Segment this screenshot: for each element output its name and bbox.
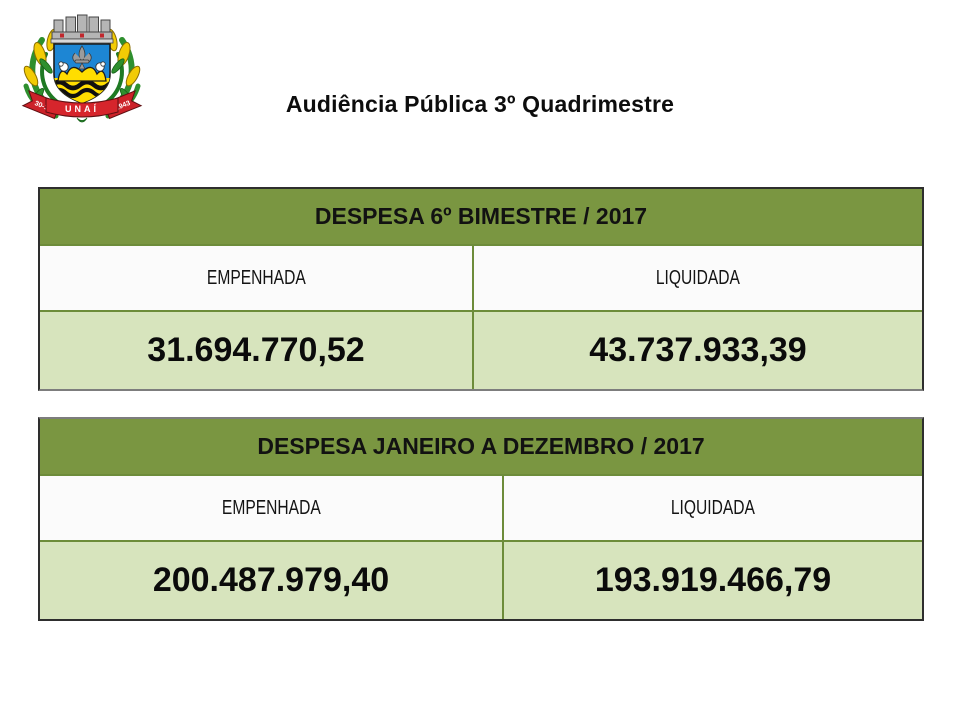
column-header-label: EMPENHADA xyxy=(221,496,321,519)
coat-of-arms-icon: 30-12 1943 UNAÍ xyxy=(16,14,148,123)
ribbon-icon: 30-12 1943 UNAÍ xyxy=(21,89,143,123)
value-label: 193.919.466,79 xyxy=(594,561,832,599)
table-title: DESPESA JANEIRO A DEZEMBRO / 2017 xyxy=(40,419,922,474)
value-label: 31.694.770,52 xyxy=(147,331,365,369)
table-values-row: 31.694.770,52 43.737.933,39 xyxy=(40,310,922,389)
page-title: Audiência Pública 3º Quadrimestre xyxy=(285,91,675,118)
column-header-liquidada: LIQUIDADA xyxy=(502,476,922,540)
value-empenhada: 200.487.979,40 xyxy=(40,542,502,619)
table-title: DESPESA 6º BIMESTRE / 2017 xyxy=(40,189,922,244)
unai-coat-of-arms-logo: 30-12 1943 UNAÍ xyxy=(16,4,148,138)
value-empenhada: 31.694.770,52 xyxy=(40,312,472,389)
column-header-liquidada: LIQUIDADA xyxy=(472,246,922,310)
fleur-de-lis-icon xyxy=(72,45,92,70)
column-header-label: LIQUIDADA xyxy=(655,266,741,289)
expense-table-bimestre: DESPESA 6º BIMESTRE / 2017 EMPENHADA LIQ… xyxy=(38,187,924,391)
column-header-label: LIQUIDADA xyxy=(670,496,756,519)
value-label: 200.487.979,40 xyxy=(152,561,390,599)
value-liquidada: 43.737.933,39 xyxy=(472,312,922,389)
mural-crown-icon xyxy=(50,14,114,44)
value-liquidada: 193.919.466,79 xyxy=(502,542,922,619)
expense-table-annual: DESPESA JANEIRO A DEZEMBRO / 2017 EMPENH… xyxy=(38,417,924,621)
value-label: 43.737.933,39 xyxy=(589,331,807,369)
shield-icon xyxy=(53,43,111,104)
table-values-row: 200.487.979,40 193.919.466,79 xyxy=(40,540,922,619)
table-column-headers: EMPENHADA LIQUIDADA xyxy=(40,474,922,540)
table-column-headers: EMPENHADA LIQUIDADA xyxy=(40,244,922,310)
ribbon-center-text: UNAÍ xyxy=(65,104,99,114)
column-header-label: EMPENHADA xyxy=(206,266,306,289)
column-header-empenhada: EMPENHADA xyxy=(40,246,472,310)
column-header-empenhada: EMPENHADA xyxy=(40,476,502,540)
